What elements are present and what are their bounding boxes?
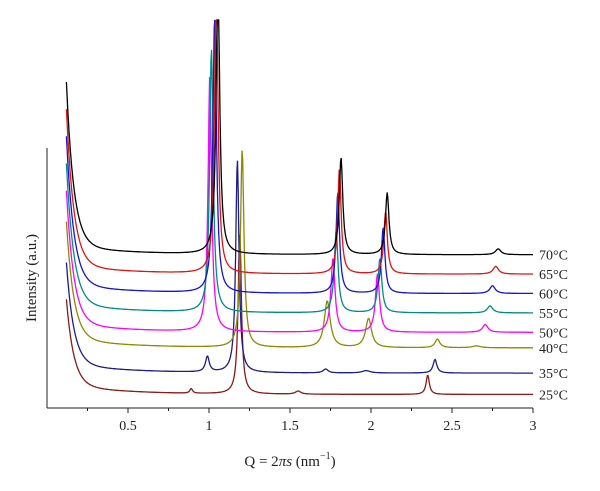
series-line (65, 76, 533, 333)
series-label: 70°C (539, 249, 568, 264)
x-axis-title-unit-open: (nm (292, 454, 320, 470)
series-line (65, 19, 534, 295)
series-line (65, 49, 533, 314)
x-tick-label: 0.5 (119, 419, 137, 434)
series-line (65, 160, 533, 374)
series-line (65, 19, 534, 256)
series-label: 25°C (539, 388, 568, 403)
series-line (65, 150, 533, 349)
x-tick-label: 1.5 (281, 419, 299, 434)
series-label: 65°C (539, 268, 568, 283)
series-label: 60°C (539, 287, 568, 302)
x-ticks: 0.5 1 1.5 2 2.5 3 (87, 408, 537, 434)
series-label: 50°C (539, 326, 568, 341)
series-line (65, 234, 533, 396)
series-label: 40°C (539, 342, 568, 357)
series-labels: 25°C 35°C 40°C50°C 55°C 60°C 65°C 70°C (539, 249, 568, 404)
x-axis-title-exp: −1 (320, 451, 331, 462)
x-axis-title-unit-close: ) (331, 454, 336, 470)
x-axis-title: Q = 2πs (nm−1) (244, 451, 335, 470)
chart-curves (65, 19, 534, 396)
series-line (65, 19, 533, 275)
x-tick-label: 1 (206, 419, 213, 434)
x-axis-title-pi-s: πs (279, 454, 293, 470)
series-label: 55°C (539, 307, 568, 322)
x-axis-title-main: Q = 2 (244, 454, 278, 470)
x-tick-label: 3 (530, 419, 537, 434)
x-tick-label: 2 (368, 419, 375, 434)
x-tick-label: 2.5 (443, 419, 461, 434)
series-label: 35°C (539, 367, 568, 382)
y-axis-title: Intensity (a.u.) (24, 234, 40, 322)
